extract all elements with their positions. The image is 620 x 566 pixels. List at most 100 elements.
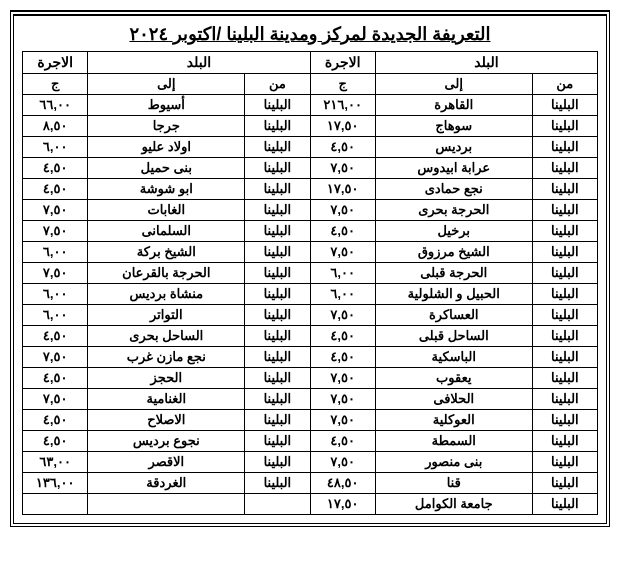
cell-to-right: جامعة الكوامل	[375, 494, 532, 515]
cell-to-right: برخيل	[375, 221, 532, 242]
cell-from-left: البلينا	[245, 410, 310, 431]
cell-to-left: اولاد عليو	[88, 137, 245, 158]
cell-from-left: البلينا	[245, 200, 310, 221]
cell-fare-left: ١٣٦,٠٠	[23, 473, 88, 494]
cell-to-left: الغابات	[88, 200, 245, 221]
cell-fare-left: ٦,٠٠	[23, 242, 88, 263]
cell-from-left: البلينا	[245, 242, 310, 263]
table-row: البليناسوهاج١٧,٥٠البليناجرجا٨,٥٠	[23, 116, 598, 137]
cell-to-left: بنى حميل	[88, 158, 245, 179]
table-row: البليناعرابة ابيدوس٧,٥٠البلينابنى حميل٤,…	[23, 158, 598, 179]
cell-from-left: البلينا	[245, 116, 310, 137]
cell-fare-left: ٧,٥٠	[23, 263, 88, 284]
cell-fare-right: ٦,٠٠	[310, 263, 375, 284]
cell-to-right: القاهرة	[375, 95, 532, 116]
header-currency-right: ج	[310, 74, 375, 95]
cell-to-right: نجع حمادى	[375, 179, 532, 200]
cell-to-left: نجوع برديس	[88, 431, 245, 452]
cell-fare-left	[23, 494, 88, 515]
cell-from-left: البلينا	[245, 368, 310, 389]
table-header-sub: من إلى ج من إلى ج	[23, 74, 598, 95]
cell-to-right: الحرجة بحرى	[375, 200, 532, 221]
cell-from-right: البلينا	[532, 410, 597, 431]
table-row: البليناالعساكرة٧,٥٠البليناالتواتر٦,٠٠	[23, 305, 598, 326]
cell-to-right: الساحل قبلى	[375, 326, 532, 347]
cell-to-left: الساحل بحرى	[88, 326, 245, 347]
cell-fare-right: ٧,٥٠	[310, 200, 375, 221]
table-header-top: البلد الاجرة البلد الاجرة	[23, 52, 598, 74]
cell-to-left: الحجز	[88, 368, 245, 389]
cell-to-left: الشيخ بركة	[88, 242, 245, 263]
table-row: البليناالشيخ مرزوق٧,٥٠البليناالشيخ بركة٦…	[23, 242, 598, 263]
cell-to-left: الغردقة	[88, 473, 245, 494]
table-row: البليناالسمطة٤,٥٠البلينانجوع برديس٤,٥٠	[23, 431, 598, 452]
cell-from-right: البلينا	[532, 368, 597, 389]
cell-from-right: البلينا	[532, 452, 597, 473]
cell-from-left: البلينا	[245, 284, 310, 305]
cell-from-left: البلينا	[245, 137, 310, 158]
cell-to-right: الحلافى	[375, 389, 532, 410]
header-country-left: البلد	[88, 52, 310, 74]
cell-to-left: ابو شوشة	[88, 179, 245, 200]
cell-fare-right: ٧,٥٠	[310, 368, 375, 389]
cell-fare-right: ١٧,٥٠	[310, 494, 375, 515]
cell-fare-right: ٤,٥٠	[310, 137, 375, 158]
table-row: البليناقنا٤٨,٥٠البليناالغردقة١٣٦,٠٠	[23, 473, 598, 494]
table-row: البليناالحرجة بحرى٧,٥٠البليناالغابات٧,٥٠	[23, 200, 598, 221]
cell-fare-right: ٤,٥٠	[310, 347, 375, 368]
cell-fare-right: ٦,٠٠	[310, 284, 375, 305]
cell-to-left: الاقصر	[88, 452, 245, 473]
cell-fare-left: ٦,٠٠	[23, 284, 88, 305]
cell-to-right: العساكرة	[375, 305, 532, 326]
cell-fare-left: ٦٣,٠٠	[23, 452, 88, 473]
table-row: البليناالعوكلية٧,٥٠البليناالاصلاح٤,٥٠	[23, 410, 598, 431]
cell-fare-left: ٧,٥٠	[23, 389, 88, 410]
cell-from-right: البلينا	[532, 179, 597, 200]
cell-to-right: بنى منصور	[375, 452, 532, 473]
cell-from-left: البلينا	[245, 431, 310, 452]
cell-fare-left: ٤,٥٠	[23, 431, 88, 452]
cell-fare-left: ٧,٥٠	[23, 200, 88, 221]
header-currency-left: ج	[23, 74, 88, 95]
cell-from-left: البلينا	[245, 305, 310, 326]
cell-to-left: منشاة برديس	[88, 284, 245, 305]
cell-fare-right: ٧,٥٠	[310, 158, 375, 179]
cell-from-right: البلينا	[532, 284, 597, 305]
cell-fare-right: ٢١٦,٠٠	[310, 95, 375, 116]
cell-to-right: قنا	[375, 473, 532, 494]
cell-fare-left: ٧,٥٠	[23, 347, 88, 368]
cell-from-right: البلينا	[532, 221, 597, 242]
cell-fare-right: ٧,٥٠	[310, 410, 375, 431]
cell-to-left: الاصلاح	[88, 410, 245, 431]
cell-fare-right: ١٧,٥٠	[310, 179, 375, 200]
cell-fare-left: ٦,٠٠	[23, 137, 88, 158]
cell-fare-right: ٤,٥٠	[310, 431, 375, 452]
cell-fare-right: ٧,٥٠	[310, 242, 375, 263]
cell-to-right: الشيخ مرزوق	[375, 242, 532, 263]
cell-from-right: البلينا	[532, 347, 597, 368]
cell-fare-right: ٧,٥٠	[310, 305, 375, 326]
cell-from-left: البلينا	[245, 95, 310, 116]
cell-from-right: البلينا	[532, 431, 597, 452]
cell-from-left: البلينا	[245, 158, 310, 179]
cell-to-left: السلمانى	[88, 221, 245, 242]
cell-from-left: البلينا	[245, 179, 310, 200]
cell-fare-right: ١٧,٥٠	[310, 116, 375, 137]
table-row: البليناالحرجة قبلى٦,٠٠البليناالحرجة بالق…	[23, 263, 598, 284]
header-to-left: إلى	[88, 74, 245, 95]
cell-fare-right: ٧,٥٠	[310, 452, 375, 473]
cell-fare-left: ٤,٥٠	[23, 179, 88, 200]
cell-from-left: البلينا	[245, 389, 310, 410]
table-row: البلينانجع حمادى١٧,٥٠البليناابو شوشة٤,٥٠	[23, 179, 598, 200]
cell-from-right: البلينا	[532, 158, 597, 179]
cell-to-left	[88, 494, 245, 515]
cell-to-left: الغنامية	[88, 389, 245, 410]
document-container: التعريفة الجديدة لمركز ومدينة البلينا /ا…	[10, 10, 610, 527]
table-row: البلينابرديس٤,٥٠البلينااولاد عليو٦,٠٠	[23, 137, 598, 158]
cell-to-left: نجع مازن غرب	[88, 347, 245, 368]
cell-fare-left: ٨,٥٠	[23, 116, 88, 137]
header-from-left: من	[245, 74, 310, 95]
cell-fare-left: ٤,٥٠	[23, 410, 88, 431]
cell-fare-left: ٧,٥٠	[23, 221, 88, 242]
table-row: البليناالقاهرة٢١٦,٠٠البليناأسيوط٦٦,٠٠	[23, 95, 598, 116]
